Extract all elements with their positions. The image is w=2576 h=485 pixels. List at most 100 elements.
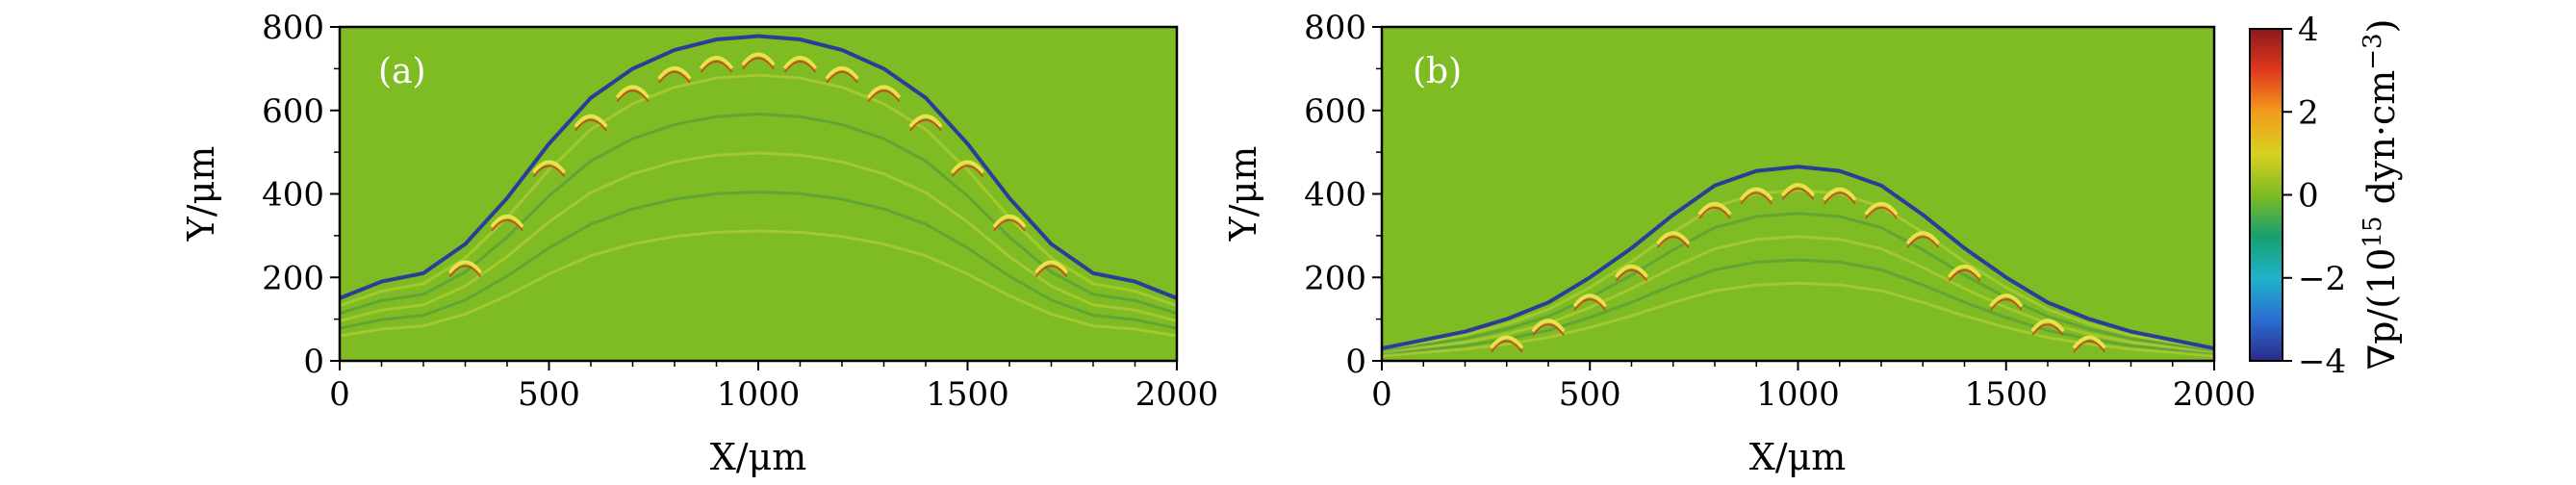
panel-a-x-tick-label: 0 (329, 375, 350, 414)
panel-a-crest-red (742, 57, 775, 70)
panel-b-crest (1490, 335, 1524, 349)
panel-b-crest-red (1615, 268, 1648, 282)
panel-a-crest-red (826, 70, 858, 84)
panel-b-crest (1614, 264, 1649, 279)
panel-a-x-tick-label: 2000 (1135, 375, 1219, 414)
panel-a-y-tick-label: 200 (262, 259, 324, 297)
panel-b-crest (1656, 231, 1691, 245)
panel-a-crest-red (532, 165, 566, 178)
panel-a-y-tick-label: 0 (303, 343, 324, 381)
panel-b-crest-red (1740, 191, 1773, 205)
panel-b-x-tick-label: 1500 (1964, 375, 2048, 414)
panel-b-ripple-band (1382, 212, 2214, 353)
panel-b-y-tick-label: 0 (1345, 343, 1366, 381)
panel-b-ticks: 0 500 1000 1500 2000 0 200 400 600 800 (1304, 9, 2256, 414)
panel-b-x-axis-label: X/μm (1749, 436, 1847, 478)
panel-a-interface-front (340, 34, 1177, 300)
panel-a-crest (490, 214, 524, 229)
colorbar-label-suffix: dyn·cm (2360, 70, 2403, 217)
panel-a-crest (699, 56, 734, 70)
panel-a-crest (1033, 260, 1069, 274)
panel-a-crest (992, 214, 1027, 229)
panel-b-y-tick-label: 400 (1304, 176, 1366, 215)
panel-b-crest (1864, 201, 1899, 217)
panel-b-crest (1989, 294, 2024, 308)
panel-a-x-axis-label: X/μm (710, 436, 807, 478)
panel-a-ripple-band (340, 190, 1177, 330)
panel-b-crest (1697, 201, 1732, 217)
panel-a-crest (447, 260, 483, 274)
panel-b-crest (1947, 264, 1982, 279)
panel-b-y-axis-label: Y/μm (1222, 146, 1264, 242)
panel-a-ripple-band (340, 73, 1177, 308)
panel-a-ripple-band (340, 112, 1177, 316)
colorbar-ticks: −4 −2 0 2 4 (2283, 11, 2346, 381)
panel-a-crest (531, 160, 567, 174)
panel-a-crest-red (658, 70, 691, 84)
panel-b-crest-red (2073, 340, 2106, 353)
panel-b-crest-red (1573, 298, 1607, 311)
panel-a-crest-red (700, 61, 733, 73)
panel-b-crest (1531, 319, 1566, 333)
panel-b-crest (1823, 187, 1857, 201)
colorbar-strip (2249, 28, 2283, 362)
panel-b-y-tick-label: 800 (1304, 9, 1366, 47)
panel-a-crest-red (867, 89, 901, 102)
panel-a-field (340, 34, 1177, 338)
panel-b-crest-red (1532, 323, 1565, 336)
panel-a-crest (908, 114, 943, 128)
panel-a-crest (615, 85, 650, 99)
panel-b-crest (2030, 319, 2065, 333)
panel-a-plot-area (340, 27, 1177, 361)
panel-b-crest-red (1989, 298, 2023, 311)
panel-b-crest-red (1865, 206, 1898, 219)
panel-b-crest-red (1906, 236, 1940, 248)
colorbar-label-prefix: ∇p/(10 (2360, 248, 2403, 370)
panel-b-crest-red (1698, 206, 1731, 219)
panel-b-tag: (b) (1413, 52, 1462, 91)
panel-b: 0 500 1000 1500 2000 0 200 400 600 800 (b) X/μm Y… (1222, 9, 2256, 478)
colorbar-label: ∇p/(1015 dyn·cm−3) (2359, 19, 2403, 370)
panel-a-y-axis-label: Y/μm (180, 146, 222, 242)
panel-a-crest (866, 85, 902, 99)
panel-b-crest-red (2031, 323, 2064, 336)
panel-b-y-tick-label: 200 (1304, 259, 1366, 297)
colorbar-label-suffix-exp: −3 (2359, 33, 2387, 69)
panel-a-crest-red (993, 218, 1026, 232)
panel-a-y-tick-label: 800 (262, 9, 324, 47)
panel-a-crest-red (491, 218, 523, 232)
panel-a-crest-red (909, 118, 942, 132)
panel-b-ripple-band (1382, 235, 2214, 355)
panel-b-x-tick-label: 2000 (2173, 375, 2257, 414)
panel-b-plot-area (1382, 27, 2214, 361)
panel-b-x-tick-label: 1000 (1756, 375, 1840, 414)
panel-a-crest (741, 52, 776, 66)
panel-a-crest-red (448, 265, 482, 278)
panel-b-interface-front (1382, 165, 2214, 350)
panel-b-crest (1780, 183, 1816, 197)
panel-a-ripple-band (340, 229, 1177, 338)
panel-b-ripple-band (1382, 258, 2214, 356)
panel-b-crest-red (1948, 268, 1981, 282)
panel-a-x-tick-label: 500 (518, 375, 580, 414)
panel-a-crest (657, 65, 692, 81)
panel-a-crest-red (951, 165, 984, 178)
panel-b-crest (1739, 187, 1773, 201)
colorbar-tick-label: 2 (2298, 93, 2319, 132)
panel-a-y-tick-label: 400 (262, 176, 324, 215)
colorbar: −4 −2 0 2 4 ∇p/(1015 dyn·cm−3) (2249, 11, 2403, 381)
panel-a: 0 500 1000 1500 2000 0 200 400 600 800 (a) X/μm Y… (180, 9, 1218, 478)
panel-b-crest-red (1823, 191, 1856, 205)
panel-a-tag: (a) (378, 52, 426, 91)
colorbar-label-exp: 15 (2359, 216, 2387, 247)
panel-b-ripple-band (1382, 281, 2214, 358)
panel-b-crest-red (1781, 188, 1815, 200)
colorbar-label-close: ) (2360, 19, 2403, 34)
panel-b-crest-red (1490, 340, 1523, 353)
panel-b-crest (1905, 231, 1940, 245)
colorbar-tick-label: −4 (2298, 343, 2346, 381)
panel-a-crest (574, 114, 608, 128)
panel-b-crest (2072, 335, 2106, 349)
panel-a-x-tick-label: 1500 (926, 375, 1009, 414)
